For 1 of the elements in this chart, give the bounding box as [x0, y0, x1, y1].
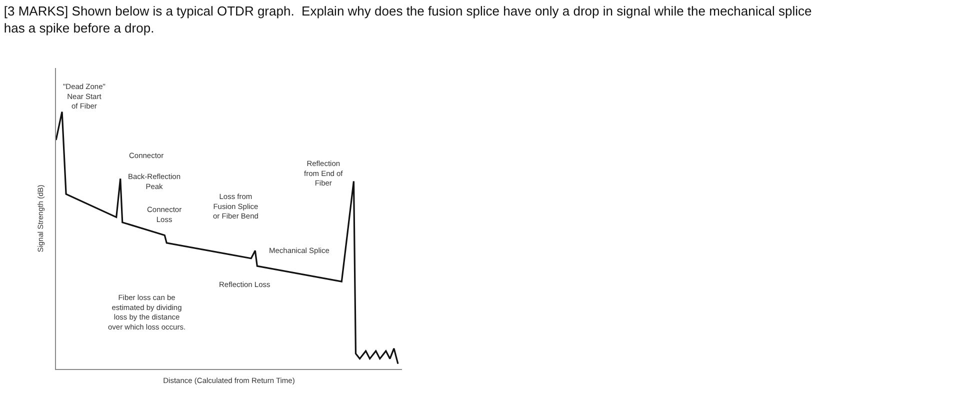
chart-title: [3 MARKS] Shown below is a typical OTDR graph. Explain why does the fusion splice have only a drop in signal while the mechanical splice has a spike before a drop.	[4, 4, 812, 36]
